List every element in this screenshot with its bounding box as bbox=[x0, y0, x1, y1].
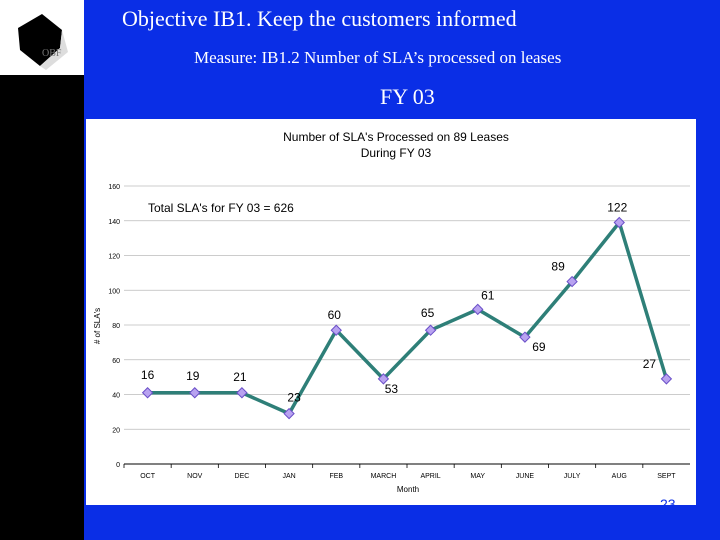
logo-box: OBF bbox=[0, 0, 84, 75]
chart-panel: Number of SLA's Processed on 89 Leases D… bbox=[86, 119, 696, 505]
data-label: 69 bbox=[532, 340, 546, 354]
gridlines bbox=[124, 185, 690, 465]
data-point bbox=[189, 387, 201, 399]
y-tick-label: 80 bbox=[112, 323, 120, 330]
data-label: 21 bbox=[233, 370, 247, 384]
y-axis-ticks: 0 20 40 60 80 100 120 140 160 bbox=[108, 184, 120, 469]
x-axis-label: Month bbox=[397, 485, 419, 494]
data-point bbox=[377, 373, 390, 385]
y-tick-label: 160 bbox=[108, 184, 120, 191]
data-label: 61 bbox=[481, 288, 495, 302]
data-label: 53 bbox=[385, 382, 399, 396]
data-label: 19 bbox=[186, 369, 200, 383]
measure-subtitle: Measure: IB1.2 Number of SLA’s processed… bbox=[194, 48, 562, 67]
line-chart: Number of SLA's Processed on 89 Leases D… bbox=[93, 130, 690, 494]
x-axis-ticks: OCT NOV DEC JAN FEB MARCH APRIL MAY JUNE JULY AUG S… bbox=[123, 464, 676, 480]
x-tick-label: JULY bbox=[564, 473, 581, 480]
data-labels: 16 19 21 23 60 53 65 61 69 89 122 27 bbox=[141, 200, 657, 404]
data-point bbox=[283, 407, 295, 420]
chart-annotation: Total SLA's for FY 03 = 626 bbox=[148, 201, 294, 215]
data-point bbox=[141, 387, 154, 399]
fiscal-year: FY 03 bbox=[380, 84, 435, 109]
y-tick-label: 140 bbox=[108, 219, 120, 226]
data-label: 122 bbox=[607, 200, 627, 214]
y-tick-label: 40 bbox=[112, 393, 120, 400]
y-tick-label: 0 bbox=[116, 462, 120, 469]
series-line bbox=[147, 218, 669, 416]
data-label: 60 bbox=[328, 308, 342, 322]
data-point bbox=[236, 387, 248, 399]
sidebar bbox=[0, 75, 84, 540]
data-point bbox=[519, 331, 531, 343]
x-tick-label: JUNE bbox=[516, 473, 535, 480]
x-tick-label: MARCH bbox=[371, 473, 397, 480]
data-label: 16 bbox=[141, 368, 155, 382]
data-label: 65 bbox=[421, 306, 435, 320]
x-tick-label: NOV bbox=[187, 473, 203, 480]
page-number: 23 bbox=[660, 496, 676, 512]
data-label: 23 bbox=[287, 391, 301, 405]
data-point bbox=[424, 324, 437, 336]
x-tick-label: DEC bbox=[235, 473, 250, 480]
data-point bbox=[613, 216, 625, 229]
y-tick-label: 100 bbox=[108, 288, 120, 295]
y-tick-label: 20 bbox=[112, 427, 120, 434]
obf-logo-icon: OBF bbox=[18, 14, 68, 70]
data-point bbox=[660, 373, 673, 385]
data-point bbox=[566, 275, 578, 288]
data-label: 27 bbox=[643, 357, 657, 371]
x-tick-label: AUG bbox=[612, 473, 627, 480]
y-axis-label: # of SLA's bbox=[93, 308, 102, 344]
y-tick-label: 60 bbox=[112, 358, 120, 365]
x-tick-label: MAY bbox=[470, 473, 485, 480]
data-point bbox=[330, 324, 342, 336]
y-tick-label: 120 bbox=[108, 254, 120, 261]
x-tick-label: SEPT bbox=[657, 473, 676, 480]
data-label: 89 bbox=[551, 260, 565, 274]
logo-text: OBF bbox=[42, 48, 62, 59]
data-markers bbox=[141, 216, 673, 420]
x-tick-label: FEB bbox=[329, 473, 343, 480]
chart-subtitle: During FY 03 bbox=[361, 146, 432, 160]
x-tick-label: JAN bbox=[282, 473, 295, 480]
x-tick-label: OCT bbox=[140, 473, 156, 480]
data-point bbox=[472, 303, 484, 316]
page-title: Objective IB1. Keep the customers inform… bbox=[122, 6, 517, 31]
chart-title: Number of SLA's Processed on 89 Leases bbox=[283, 130, 509, 144]
x-tick-label: APRIL bbox=[420, 473, 440, 480]
